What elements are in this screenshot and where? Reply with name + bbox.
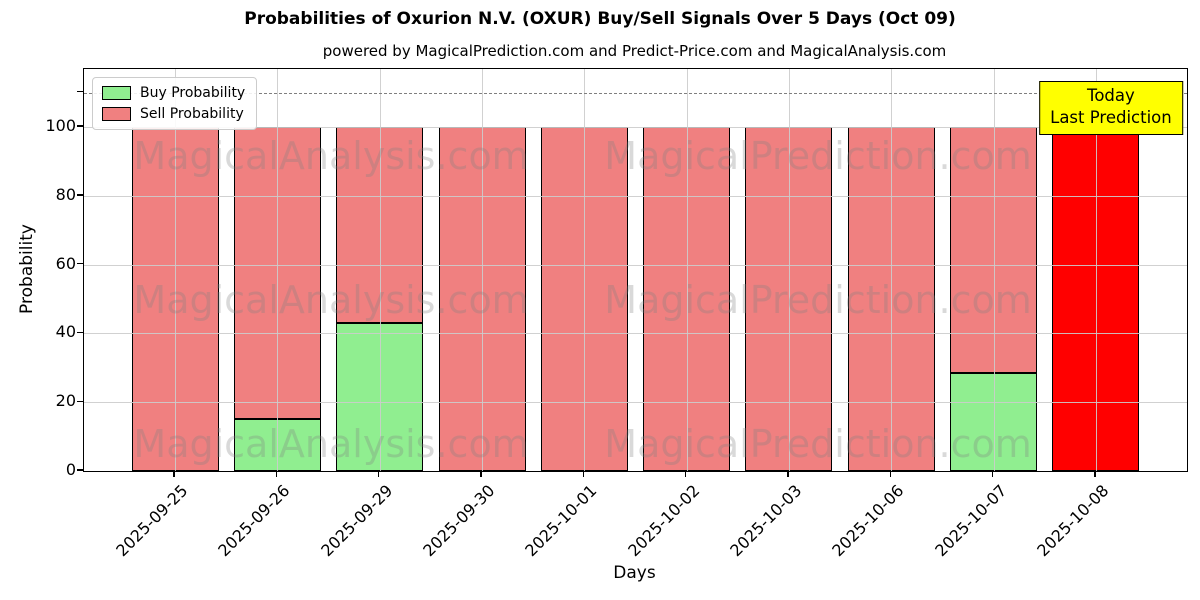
x-tick-mark	[275, 471, 278, 478]
watermark-text: MagicalAnalysis.com	[133, 421, 529, 466]
y-tick-label: 40	[55, 322, 76, 342]
y-tick-label: 80	[55, 184, 76, 204]
vertical-gridline	[277, 69, 279, 471]
legend-item-sell: Sell Probability	[102, 107, 245, 121]
vertical-gridline	[788, 69, 790, 471]
x-tick-label-text: 2025-10-08	[1033, 481, 1113, 561]
watermark-text: MagicalAnalysis.com	[133, 277, 529, 322]
vertical-gridline	[993, 69, 995, 471]
y-tick-mark	[77, 469, 83, 471]
x-tick-label-text: 2025-10-03	[726, 481, 806, 561]
y-tick-mark	[77, 194, 83, 196]
y-tick-mark	[77, 331, 83, 334]
legend-label-sell: Sell Probability	[140, 106, 244, 122]
sell-probability-swatch	[102, 107, 131, 121]
x-tick-mark	[173, 471, 175, 478]
bar-segment-sell	[847, 127, 935, 471]
x-tick-mark	[480, 471, 482, 478]
today-annotation: Today Last Prediction	[1039, 81, 1183, 135]
watermark-text: MagicalPrediction.com	[604, 277, 1032, 322]
y-tick-label: 100	[45, 116, 76, 136]
vertical-gridline	[891, 69, 893, 471]
x-tick-label-text: 2025-09-30	[419, 481, 499, 561]
horizontal-gridline	[84, 127, 1187, 129]
y-tick-mark	[77, 91, 83, 93]
annotation-line-1: Today	[1087, 86, 1135, 106]
y-tick-mark	[77, 263, 83, 265]
x-tick-label-text: 2025-10-06	[828, 481, 908, 561]
chart-title: Probabilities of Oxurion N.V. (OXUR) Buy…	[244, 9, 956, 29]
x-tick-label-text: 2025-10-02	[623, 481, 704, 561]
watermark-text: MagicalAnalysis.com	[133, 133, 529, 178]
x-tick-label-text: 2025-09-25	[112, 481, 192, 561]
horizontal-gridline	[84, 195, 1187, 197]
annotation-line-2: Last Prediction	[1050, 107, 1172, 127]
x-tick-mark	[685, 471, 687, 478]
x-tick-mark	[787, 471, 789, 478]
horizontal-gridline	[84, 333, 1187, 335]
vertical-gridline	[1095, 69, 1097, 471]
vertical-gridline	[175, 69, 177, 471]
x-axis-label: Days	[613, 563, 656, 583]
x-tick-mark	[1094, 471, 1096, 478]
dashed-threshold-line	[84, 92, 1187, 94]
buy-probability-swatch	[102, 86, 131, 100]
y-tick-label: 20	[55, 391, 76, 411]
legend-label-buy: Buy Probability	[140, 85, 246, 101]
legend-item-buy: Buy Probability	[102, 86, 245, 100]
chart-subtitle: powered by MagicalPrediction.com and Pre…	[322, 42, 947, 60]
y-tick-mark	[77, 400, 83, 402]
horizontal-gridline	[84, 264, 1187, 266]
x-tick-mark	[889, 471, 891, 478]
vertical-gridline	[482, 69, 484, 471]
x-tick-label-text: 2025-10-01	[521, 481, 601, 561]
watermark-text: MagicalPrediction.com	[604, 133, 1032, 178]
horizontal-gridline	[84, 402, 1187, 404]
x-tick-mark	[378, 471, 380, 478]
vertical-gridline	[379, 69, 381, 471]
y-tick-label: 60	[55, 253, 76, 273]
legend: Buy Probability Sell Probability	[92, 77, 258, 130]
x-tick-label-text: 2025-10-07	[930, 481, 1011, 561]
plot-area: Buy Probability Sell Probability Today L…	[83, 68, 1188, 472]
watermark-text: MagicalPrediction.com	[604, 421, 1032, 466]
vertical-gridline	[686, 69, 688, 471]
x-tick-mark	[582, 471, 584, 478]
vertical-gridline	[584, 69, 586, 471]
x-tick-label-text: 2025-09-29	[316, 481, 397, 561]
x-tick-label-text: 2025-09-26	[214, 481, 294, 561]
y-tick-mark	[77, 125, 83, 127]
y-tick-label: 0	[65, 460, 76, 479]
x-tick-mark	[991, 471, 994, 478]
